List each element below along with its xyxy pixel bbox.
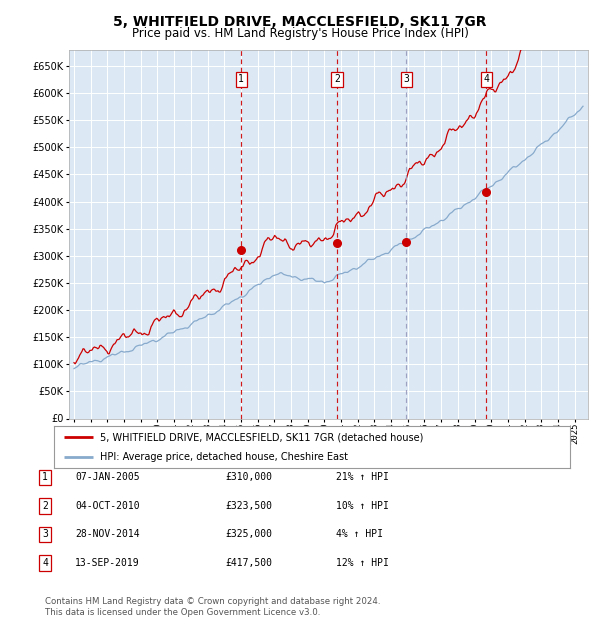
Text: 2: 2 [334,74,340,84]
Text: 13-SEP-2019: 13-SEP-2019 [75,558,140,568]
Text: 3: 3 [403,74,409,84]
Text: Contains HM Land Registry data © Crown copyright and database right 2024.
This d: Contains HM Land Registry data © Crown c… [45,598,380,617]
Text: 1: 1 [238,74,244,84]
Text: 10% ↑ HPI: 10% ↑ HPI [336,501,389,511]
Text: £417,500: £417,500 [225,558,272,568]
Text: 3: 3 [42,529,48,539]
Text: 4: 4 [484,74,490,84]
Text: £323,500: £323,500 [225,501,272,511]
Text: 2: 2 [42,501,48,511]
Text: 04-OCT-2010: 04-OCT-2010 [75,501,140,511]
Text: 5, WHITFIELD DRIVE, MACCLESFIELD, SK11 7GR: 5, WHITFIELD DRIVE, MACCLESFIELD, SK11 7… [113,15,487,29]
Text: 5, WHITFIELD DRIVE, MACCLESFIELD, SK11 7GR (detached house): 5, WHITFIELD DRIVE, MACCLESFIELD, SK11 7… [100,432,424,442]
Text: 4% ↑ HPI: 4% ↑ HPI [336,529,383,539]
Text: £310,000: £310,000 [225,472,272,482]
Text: 21% ↑ HPI: 21% ↑ HPI [336,472,389,482]
Text: 4: 4 [42,558,48,568]
Text: Price paid vs. HM Land Registry's House Price Index (HPI): Price paid vs. HM Land Registry's House … [131,27,469,40]
Text: 1: 1 [42,472,48,482]
Text: HPI: Average price, detached house, Cheshire East: HPI: Average price, detached house, Ches… [100,452,349,462]
Text: 07-JAN-2005: 07-JAN-2005 [75,472,140,482]
Text: £325,000: £325,000 [225,529,272,539]
Text: 12% ↑ HPI: 12% ↑ HPI [336,558,389,568]
Text: 28-NOV-2014: 28-NOV-2014 [75,529,140,539]
